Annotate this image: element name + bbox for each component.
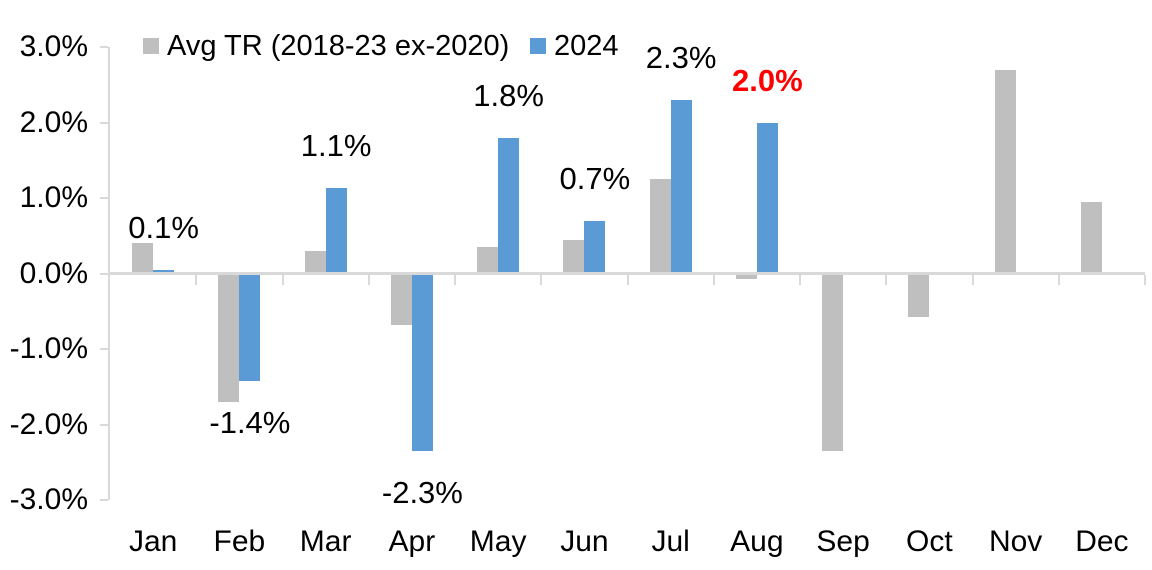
bar-avg-tr-aug — [735, 273, 757, 279]
x-axis-tick — [626, 275, 629, 285]
legend-item-2024: 2024 — [530, 29, 619, 63]
x-axis-tick — [540, 275, 543, 285]
legend-label-avg-tr: Avg TR (2018-23 ex-2020) — [167, 30, 510, 62]
x-axis-tick — [281, 275, 284, 285]
x-axis-label-apr: Apr — [388, 525, 436, 558]
x-axis-label-jul: Jul — [651, 525, 690, 558]
y-axis-tick — [100, 121, 108, 124]
y-axis-tick-label: -2.0% — [9, 407, 88, 441]
x-axis-label-jan: Jan — [128, 525, 178, 558]
value-label-jul: 2.3% — [645, 39, 717, 75]
bar-avg-tr-jul — [649, 179, 671, 274]
x-axis-label-nov: Nov — [988, 525, 1043, 558]
y-axis-tick-label: 1.0% — [19, 181, 88, 214]
y-axis-tick — [100, 197, 108, 199]
value-label-apr: -2.3% — [381, 474, 463, 510]
bar-2024-feb — [239, 273, 261, 382]
x-axis-label-sep: Sep — [816, 525, 870, 558]
x-axis-tick — [195, 275, 198, 285]
bar-avg-tr-jan — [132, 243, 154, 274]
bar-avg-tr-feb — [218, 273, 240, 402]
value-label-aug: 2.0% — [732, 62, 803, 98]
bar-avg-tr-mar — [304, 250, 326, 274]
bar-2024-mar — [325, 188, 347, 274]
y-axis-tick — [100, 46, 108, 48]
bar-2024-jan — [153, 269, 175, 274]
legend-item-avg-tr: Avg TR (2018-23 ex-2020) — [143, 29, 509, 63]
x-axis-tick — [1144, 275, 1146, 285]
y-axis-tick — [100, 423, 108, 426]
x-axis-zero-line — [108, 272, 1145, 275]
y-axis-tick-label: 0.0% — [19, 256, 88, 290]
bar-avg-tr-dec — [1080, 201, 1102, 274]
legend-swatch-2024 — [530, 38, 546, 54]
x-axis-tick — [454, 275, 456, 285]
y-axis-tick — [100, 348, 108, 350]
y-axis-tick-label: 2.0% — [19, 105, 88, 139]
x-axis-tick — [1057, 275, 1060, 285]
bar-2024-jun — [584, 220, 606, 274]
bar-avg-tr-may — [477, 247, 499, 274]
bar-2024-jul — [670, 99, 692, 274]
value-label-may: 1.8% — [473, 77, 544, 113]
value-label-jan: 0.1% — [128, 209, 199, 245]
y-axis-tick-label: -3.0% — [9, 483, 88, 516]
y-axis-tick — [100, 272, 108, 275]
bar-avg-tr-nov — [994, 69, 1016, 274]
x-axis-label-jun: Jun — [560, 525, 609, 558]
bar-avg-tr-oct — [908, 273, 930, 318]
bar-2024-may — [498, 137, 520, 274]
bar-avg-tr-sep — [822, 273, 844, 451]
x-axis-tick — [367, 275, 370, 285]
y-axis-tick — [100, 499, 108, 501]
value-label-feb: -1.4% — [209, 405, 291, 441]
x-axis-tick — [885, 275, 888, 285]
x-axis-label-oct: Oct — [906, 525, 953, 558]
bar-avg-tr-jun — [563, 239, 585, 274]
value-label-mar: 1.1% — [300, 128, 372, 164]
legend-label-2024: 2024 — [554, 30, 619, 62]
x-axis-label-aug: Aug — [730, 525, 784, 558]
y-axis-tick-label: 3.0% — [19, 30, 88, 63]
value-label-jun: 0.7% — [559, 160, 631, 196]
legend-swatch-avg-tr — [143, 38, 159, 54]
x-axis-label-feb: Feb — [213, 525, 266, 558]
x-axis-tick — [712, 275, 715, 285]
x-axis-tick — [799, 275, 801, 285]
x-axis-label-may: May — [469, 525, 527, 558]
bar-avg-tr-apr — [390, 273, 412, 325]
x-axis-label-mar: Mar — [299, 525, 352, 558]
x-axis-tick — [971, 275, 974, 285]
y-axis-tick-label: -1.0% — [9, 332, 88, 365]
bar-2024-apr — [411, 273, 433, 451]
x-axis-label-dec: Dec — [1075, 525, 1129, 558]
bar-2024-aug — [756, 122, 778, 274]
